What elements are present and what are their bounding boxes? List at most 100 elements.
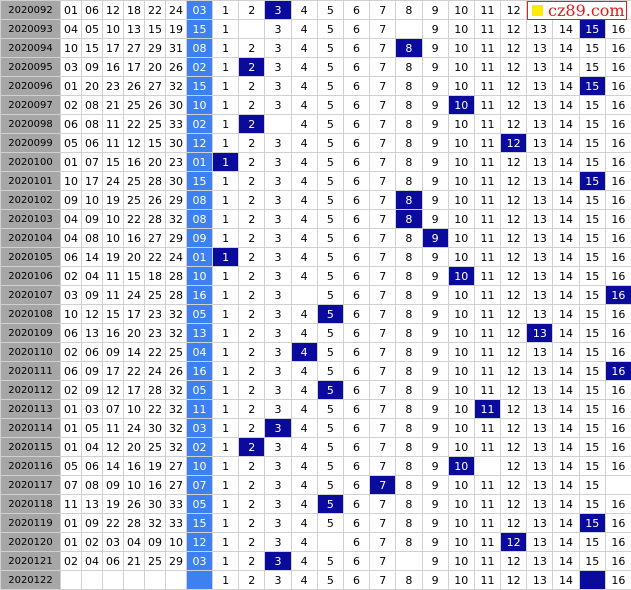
cell: 2 bbox=[238, 475, 266, 495]
cell: 9 bbox=[421, 361, 449, 381]
cell: 13 bbox=[526, 152, 554, 172]
cell: 15 bbox=[578, 247, 606, 267]
cell: 3 bbox=[264, 513, 292, 533]
cell: 6 bbox=[342, 76, 371, 96]
issue: 2020095 bbox=[0, 57, 61, 77]
red-number: 27 bbox=[144, 228, 166, 248]
cell: 13 bbox=[526, 38, 554, 58]
row: 2020111 06 09 17 22 24 26 16 1 2 3 4 5 6 7 8 9 10 11 12 13 14… bbox=[0, 361, 631, 381]
cell: 3 bbox=[264, 38, 292, 58]
cell: 8 bbox=[395, 247, 423, 267]
blue-number: 10 bbox=[186, 266, 213, 286]
cell: 13 bbox=[526, 380, 554, 400]
cell: 1 bbox=[211, 95, 240, 115]
cell: 11 bbox=[473, 228, 502, 248]
row: 2020102 09 10 19 25 26 29 08 1 2 3 4 5 6 7 8 9 10 11 12 13 14… bbox=[0, 190, 631, 210]
red-number bbox=[102, 570, 124, 590]
cell: 1 bbox=[211, 76, 240, 96]
cell: 8 bbox=[395, 76, 423, 96]
cell: 6 bbox=[342, 95, 371, 115]
cell: 14 bbox=[552, 209, 580, 229]
cell: 11 bbox=[473, 19, 502, 39]
red-number: 25 bbox=[144, 285, 166, 305]
cell: 8 bbox=[395, 532, 423, 552]
cell: 15 bbox=[578, 304, 606, 324]
cell: 15 bbox=[578, 456, 606, 476]
red-number: 11 bbox=[102, 266, 124, 286]
red-number: 02 bbox=[60, 95, 82, 115]
blue-number: 16 bbox=[186, 285, 213, 305]
cell: 15 bbox=[578, 342, 606, 362]
hit-cell: 2 bbox=[238, 114, 266, 134]
cell: 13 bbox=[526, 285, 554, 305]
cell: 2 bbox=[238, 228, 266, 248]
cell: 12 bbox=[500, 228, 528, 248]
cell: 9 bbox=[421, 380, 449, 400]
cell: 1 bbox=[211, 304, 240, 324]
cell: 4 bbox=[290, 323, 318, 343]
red-number: 12 bbox=[102, 0, 124, 20]
cell: 14 bbox=[552, 114, 580, 134]
cell: 11 bbox=[473, 342, 502, 362]
issue: 2020101 bbox=[0, 171, 61, 191]
cell: 12 bbox=[500, 209, 528, 229]
red-number: 16 bbox=[102, 323, 124, 343]
red-number: 32 bbox=[165, 304, 187, 324]
cell: 15 bbox=[578, 266, 606, 286]
cell: 14 bbox=[552, 342, 580, 362]
cell: 13 bbox=[526, 19, 554, 39]
red-number: 10 bbox=[123, 475, 145, 495]
cell: 7 bbox=[369, 19, 397, 39]
cell: 9 bbox=[421, 133, 449, 153]
cell: 14 bbox=[552, 228, 580, 248]
red-number: 32 bbox=[144, 513, 166, 533]
issue: 2020105 bbox=[0, 247, 61, 267]
cell: 12 bbox=[500, 57, 528, 77]
red-number: 08 bbox=[81, 228, 103, 248]
red-number: 01 bbox=[60, 0, 82, 20]
red-number: 04 bbox=[60, 19, 82, 39]
cell: 10 bbox=[447, 418, 475, 438]
cell: 1 bbox=[211, 513, 240, 533]
row: 2020114 01 05 11 24 30 32 03 1 2 3 4 5 6 7 8 9 10 11 12 13 14… bbox=[0, 418, 631, 438]
issue: 2020118 bbox=[0, 494, 61, 514]
cell: 1 bbox=[211, 133, 240, 153]
red-number: 17 bbox=[123, 57, 145, 77]
cell: 9 bbox=[421, 304, 449, 324]
red-number: 27 bbox=[165, 456, 187, 476]
red-number: 23 bbox=[144, 304, 166, 324]
cell: 5 bbox=[316, 513, 344, 533]
red-number: 07 bbox=[102, 399, 124, 419]
cell: 4 bbox=[290, 57, 318, 77]
cell: 8 bbox=[395, 475, 423, 495]
cell: 14 bbox=[552, 570, 580, 590]
red-number: 04 bbox=[81, 437, 103, 457]
cell: 9 bbox=[421, 114, 449, 134]
cell: 14 bbox=[552, 418, 580, 438]
cell: 9 bbox=[421, 323, 449, 343]
blue-number: 10 bbox=[186, 456, 213, 476]
cell: 3 bbox=[264, 494, 292, 514]
cell: 7 bbox=[369, 171, 397, 191]
red-number: 19 bbox=[144, 456, 166, 476]
red-number: 26 bbox=[144, 95, 166, 115]
cell: 6 bbox=[342, 190, 371, 210]
cell: 11 bbox=[473, 133, 502, 153]
cell: 13 bbox=[526, 494, 554, 514]
cell: 7 bbox=[369, 133, 397, 153]
red-number: 01 bbox=[60, 76, 82, 96]
cell: 1 bbox=[211, 437, 240, 457]
red-number: 09 bbox=[81, 513, 103, 533]
cell: 15 bbox=[578, 190, 606, 210]
cell: 3 bbox=[264, 323, 292, 343]
red-number: 19 bbox=[102, 190, 124, 210]
cell: 13 bbox=[526, 304, 554, 324]
hit-cell: 16 bbox=[604, 285, 631, 305]
cell: 16 bbox=[604, 95, 631, 115]
red-number: 29 bbox=[165, 551, 187, 571]
row: 2020107 03 09 11 24 25 28 16 1 2 3 5 6 7 8 9 10 11 12 13 14 1… bbox=[0, 285, 631, 305]
red-number: 29 bbox=[144, 38, 166, 58]
cell: 1 bbox=[211, 342, 240, 362]
cell: 7 bbox=[369, 57, 397, 77]
